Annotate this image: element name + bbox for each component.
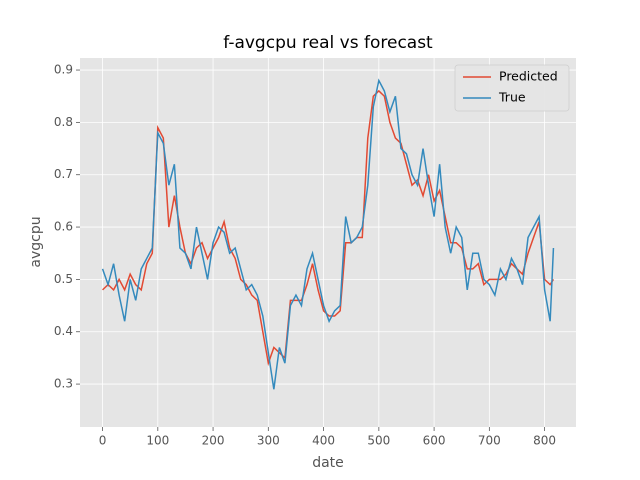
x-tick-label: 100: [146, 434, 169, 448]
x-tick-label: 800: [533, 434, 556, 448]
y-axis-label: avgcpu: [28, 216, 44, 267]
x-tick-label: 600: [423, 434, 446, 448]
legend-label: True: [498, 90, 526, 105]
plot-area: [80, 58, 576, 427]
chart-title: f-avgcpu real vs forecast: [223, 33, 433, 53]
y-tick-label: 0.3: [54, 377, 73, 391]
y-tick-label: 0.9: [54, 63, 73, 77]
y-tick-label: 0.8: [54, 115, 73, 129]
x-tick-label: 300: [257, 434, 280, 448]
legend: Predicted True: [454, 64, 570, 112]
x-axis-label: date: [312, 455, 344, 471]
x-tick-label: 400: [312, 434, 335, 448]
legend-label: Predicted: [499, 69, 558, 84]
x-tick-label: 0: [99, 434, 107, 448]
y-tick-label: 0.7: [54, 167, 73, 181]
lines: [101, 78, 555, 390]
x-tick-label: 200: [202, 434, 225, 448]
x-tick-label: 500: [367, 434, 390, 448]
y-tick-label: 0.4: [54, 324, 73, 338]
series-line: [101, 78, 555, 390]
grid: [80, 58, 576, 427]
x-tick-label: 700: [478, 434, 501, 448]
y-tick-label: 0.6: [54, 220, 73, 234]
y-tick-label: 0.5: [54, 272, 73, 286]
